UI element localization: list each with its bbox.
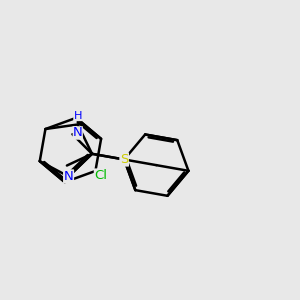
- Text: S: S: [120, 153, 128, 166]
- Text: N: N: [64, 170, 74, 183]
- Text: H: H: [74, 111, 82, 121]
- Text: N: N: [73, 127, 82, 140]
- Text: Cl: Cl: [94, 169, 107, 182]
